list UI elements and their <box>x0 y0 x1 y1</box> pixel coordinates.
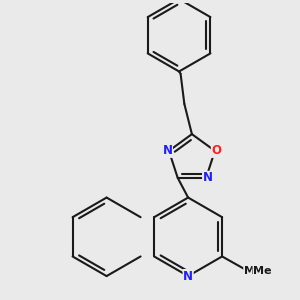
Text: Me: Me <box>244 266 262 276</box>
Text: O: O <box>212 144 221 157</box>
Text: N: N <box>202 171 213 184</box>
Text: N: N <box>162 144 172 157</box>
Text: N: N <box>183 270 193 283</box>
Text: Me: Me <box>253 266 272 276</box>
